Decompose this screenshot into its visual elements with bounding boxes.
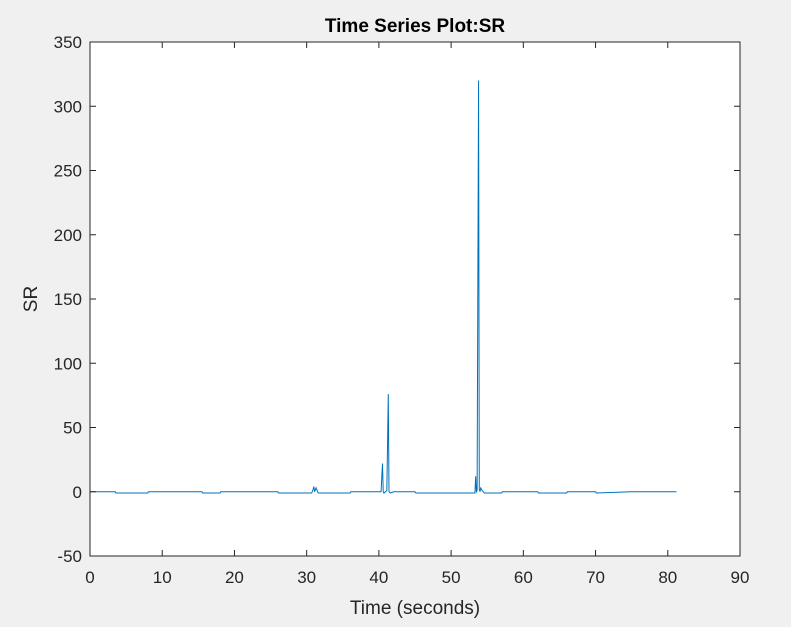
x-tick-label: 20 xyxy=(225,568,244,587)
x-tick-label: 10 xyxy=(153,568,172,587)
y-tick-label: 250 xyxy=(54,162,82,181)
y-tick-label: 200 xyxy=(54,226,82,245)
x-tick-label: 90 xyxy=(731,568,750,587)
x-axis-ticks: 0 10 20 30 40 50 60 70 80 90 xyxy=(85,42,749,587)
x-axis-label: Time (seconds) xyxy=(350,598,480,619)
x-tick-label: 40 xyxy=(369,568,388,587)
y-tick-label: 100 xyxy=(54,354,82,373)
x-tick-label: 70 xyxy=(586,568,605,587)
x-tick-label: 30 xyxy=(297,568,316,587)
y-axis-ticks: -50 0 50 100 150 200 250 300 350 xyxy=(54,33,740,566)
series-line-0 xyxy=(90,80,677,494)
y-tick-label: 350 xyxy=(54,33,82,52)
plot-area xyxy=(90,42,740,556)
y-tick-label: 50 xyxy=(63,419,82,438)
y-tick-label: 300 xyxy=(54,97,82,116)
y-axis-label: SR xyxy=(21,286,42,312)
x-tick-label: 50 xyxy=(442,568,461,587)
y-tick-label: 0 xyxy=(73,483,82,502)
x-tick-label: 80 xyxy=(658,568,677,587)
x-tick-label: 0 xyxy=(85,568,94,587)
y-tick-label: -50 xyxy=(57,547,82,566)
y-tick-label: 150 xyxy=(54,290,82,309)
chart-title: Time Series Plot:SR xyxy=(325,16,505,37)
x-tick-label: 60 xyxy=(514,568,533,587)
series-layer xyxy=(90,80,677,494)
